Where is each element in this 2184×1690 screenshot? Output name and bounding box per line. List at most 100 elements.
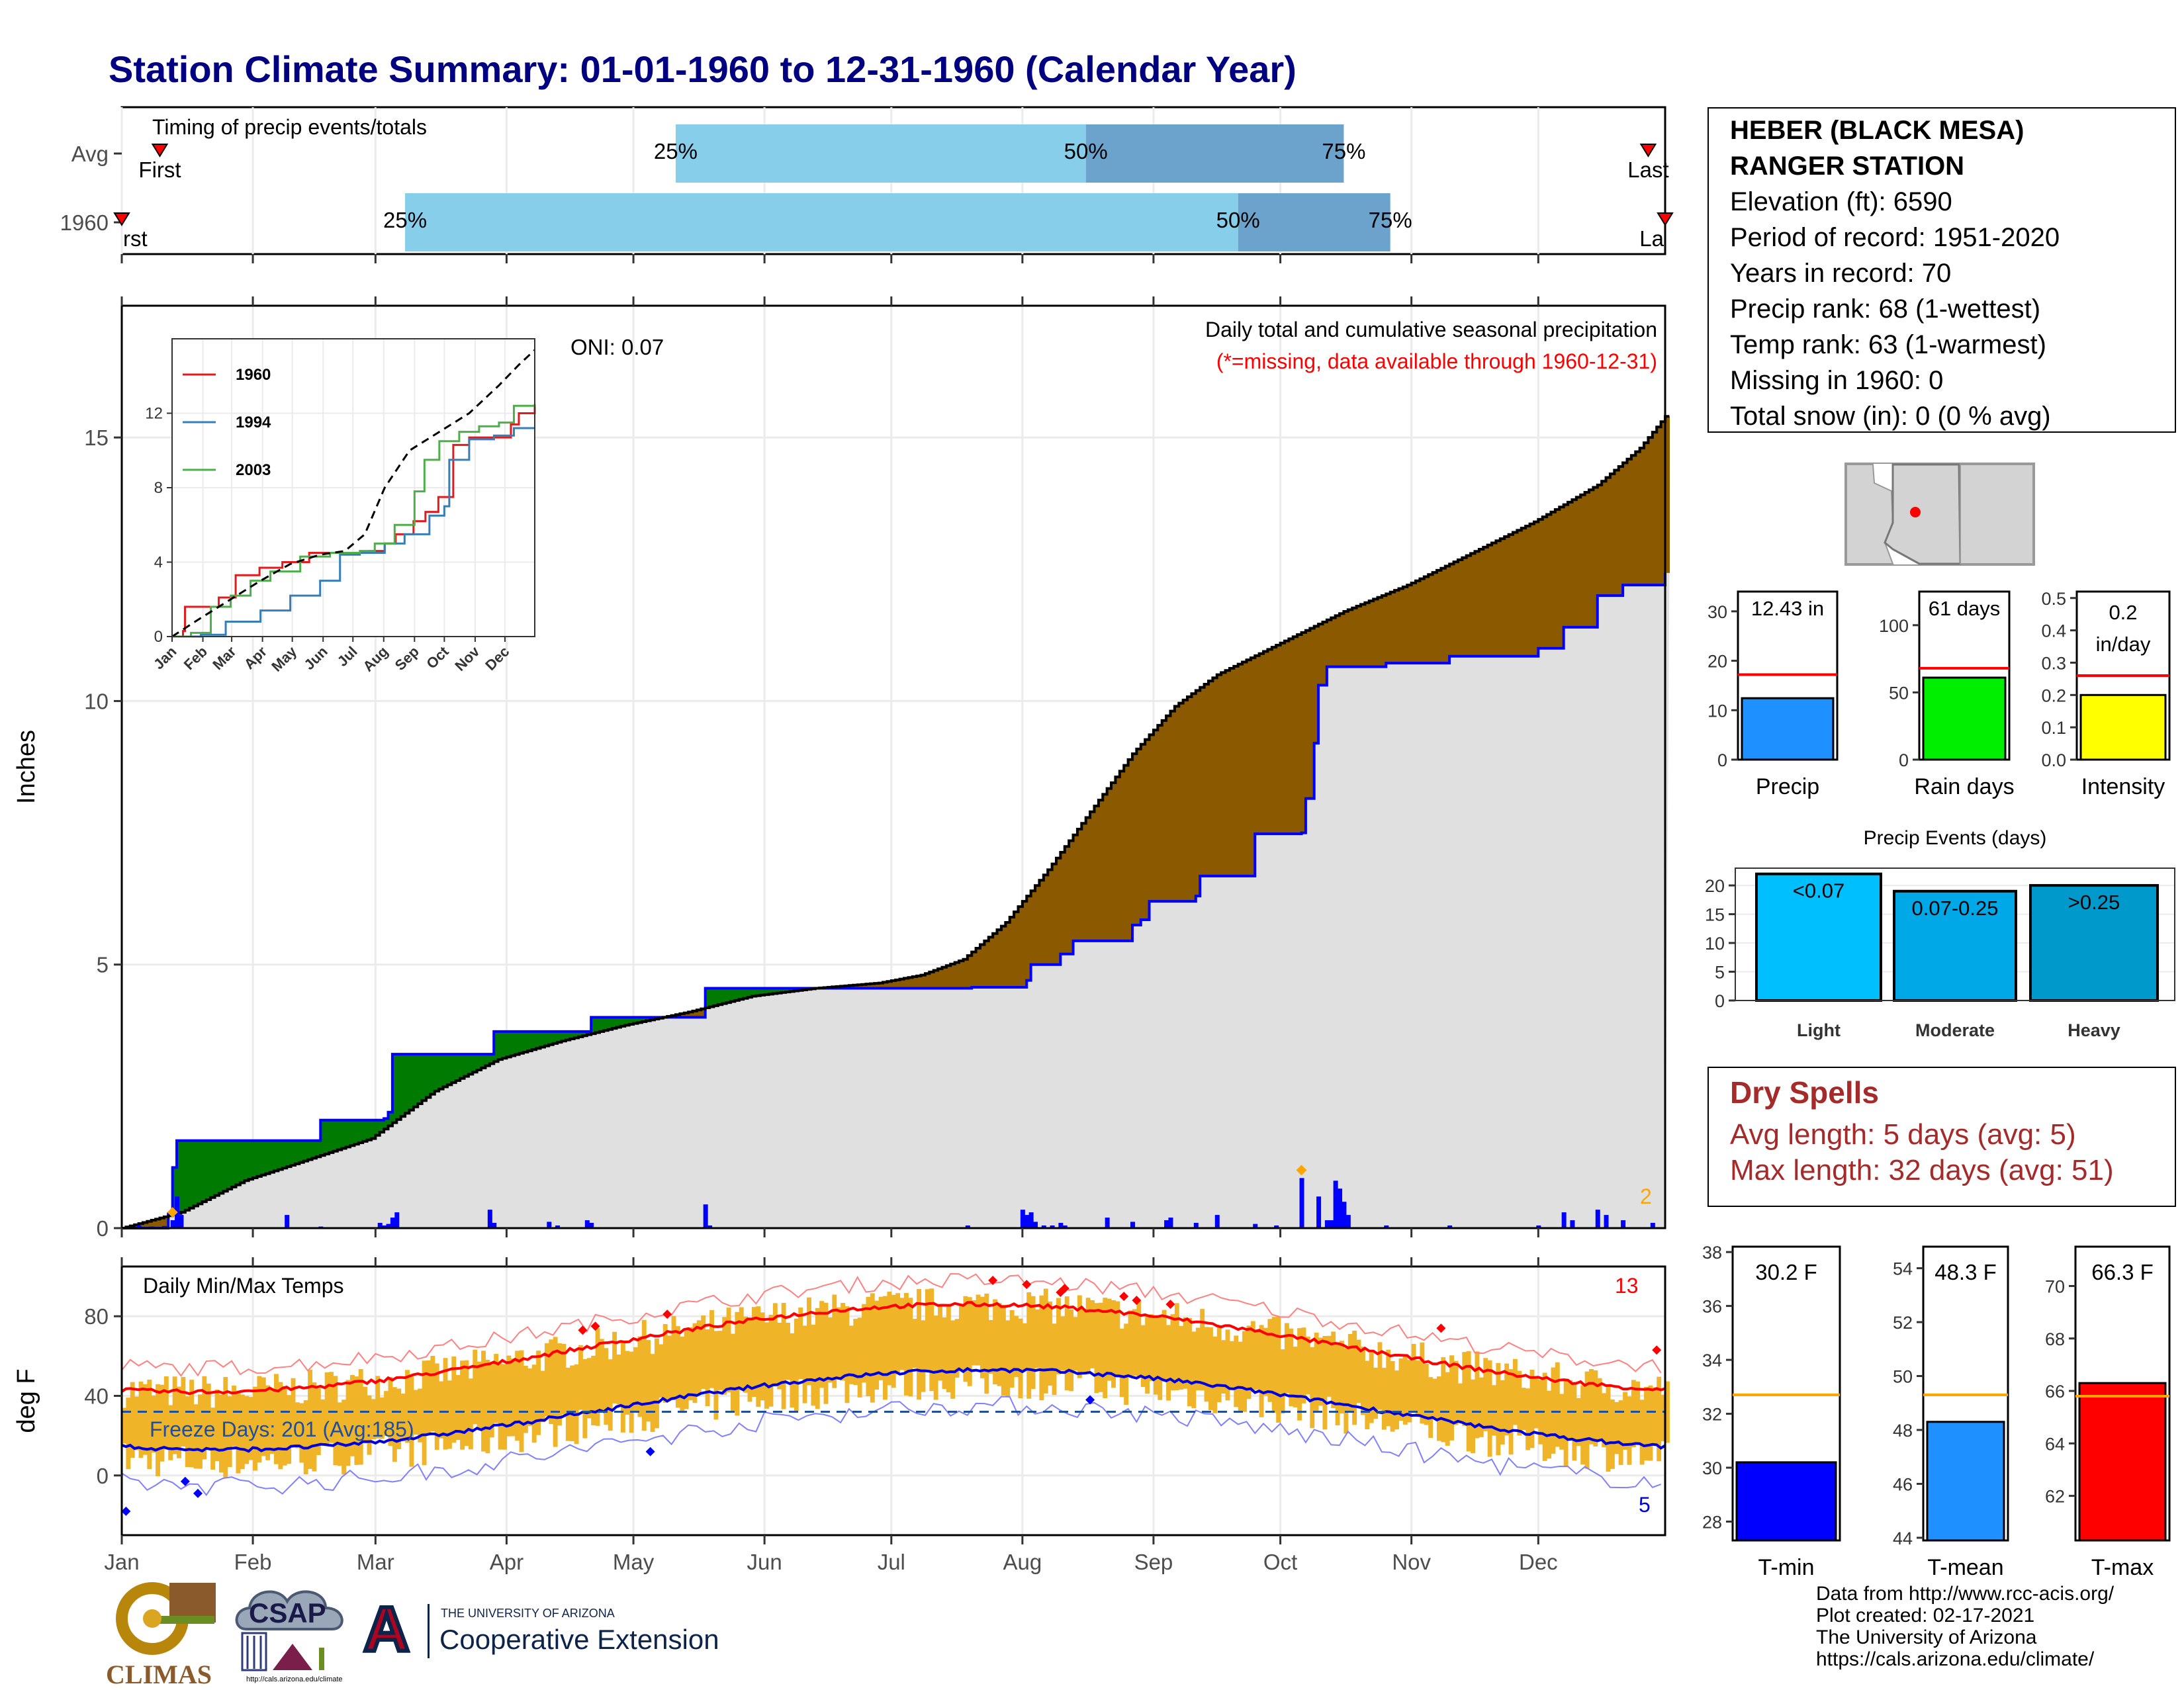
tbar-ytick-label: 70	[2045, 1276, 2065, 1296]
month-label: May	[613, 1550, 655, 1574]
daily-precip-bar	[1536, 1225, 1541, 1228]
mini-ytick-label: 0.3	[2041, 653, 2066, 673]
daily-precip-bar	[1604, 1215, 1609, 1228]
tbar-ytick-label: 62	[2045, 1487, 2065, 1507]
credit-univ: The University of Arizona	[1816, 1626, 2037, 1648]
record-high-marker	[1060, 1284, 1069, 1294]
daily-precip-bar	[1020, 1210, 1025, 1228]
daily-temp-band	[122, 1288, 1670, 1478]
station-elevation: Elevation (ft): 6590	[1730, 187, 1952, 216]
observed-cumulative-line	[122, 572, 1666, 1229]
timing-first-marker	[113, 212, 130, 226]
mini-axis-label: Intensity	[2081, 774, 2165, 799]
daily-precip-bar	[1333, 1180, 1338, 1228]
tbar-ytick-label: 34	[1702, 1351, 1722, 1370]
oni-label: ONI: 0.07	[570, 335, 664, 359]
month-label: Aug	[1003, 1550, 1042, 1574]
events-range-label: <0.07	[1793, 879, 1844, 903]
record-max-line	[121, 1272, 1662, 1377]
timing-pct-75: 75%	[1369, 208, 1412, 232]
daily-precip-bar	[1058, 1223, 1064, 1228]
dry-spells-max: Max length: 32 days (avg: 51)	[1730, 1154, 2114, 1186]
mini-bar-panels: 0 10 20 30 12.43 in Precip 0 50 100 61 days Rain d…	[1707, 589, 2171, 799]
timing-first-marker	[151, 144, 169, 157]
record-high-marker	[1652, 1345, 1662, 1355]
timing-pct-25: 25%	[654, 139, 698, 163]
month-label: Jan	[104, 1550, 139, 1574]
tbar-ytick-label: 66	[2045, 1382, 2065, 1401]
tbar-ytick-label: 52	[1893, 1313, 1913, 1333]
record-high-marker	[1132, 1296, 1142, 1306]
record-low-marker	[193, 1488, 203, 1498]
timing-last-label: Last	[1627, 157, 1668, 182]
inset-legend-label: 2003	[236, 461, 271, 479]
freeze-label: Freeze Days: 201 (Avg:185)	[150, 1417, 414, 1441]
record-high-marker	[578, 1325, 588, 1335]
temp-bar-panels: 28 30 32 34 36 38 30.2 F T-min 44 46 48 50 52 54 48.3 …	[1702, 1243, 2171, 1580]
events-ytick-label: 15	[1705, 905, 1725, 925]
events-range-label: >0.25	[2068, 891, 2120, 914]
missing-data-marker	[167, 1207, 178, 1218]
timing-row-label: 1960	[60, 210, 109, 235]
station-years: Years in record: 70	[1730, 259, 1952, 288]
station-period: Period of record: 1951-2020	[1730, 223, 2060, 252]
inset-series-2003	[172, 404, 536, 638]
mini-axis-label: Rain days	[1914, 774, 2014, 799]
daily-precip-bar	[1033, 1222, 1038, 1228]
record-high-marker	[988, 1276, 998, 1286]
timing-panel: Avg 25% 50% 75% First Last 1960 25% 50% 75% rst La	[60, 106, 1674, 263]
observed-cumulative-area	[122, 572, 1670, 1228]
location-map	[1844, 463, 2035, 566]
tbar-value-label: 30.2 F	[1755, 1260, 1817, 1284]
record-high-count: 13	[1615, 1274, 1639, 1298]
daily-precip-bar	[1621, 1220, 1626, 1228]
tbar-ytick-label: 54	[1893, 1259, 1913, 1279]
temp-chart-label: Daily Min/Max Temps	[143, 1274, 344, 1298]
tbar-ytick-label: 36	[1702, 1297, 1722, 1317]
daily-precip-bar	[1299, 1178, 1304, 1228]
mini-ytick-label: 0.0	[2041, 750, 2066, 770]
events-title: Precip Events (days)	[1864, 827, 2047, 849]
mini-ytick-label: 30	[1707, 602, 1727, 622]
station-location-marker	[1910, 507, 1921, 517]
climas-logo: CLIMAS	[106, 1579, 222, 1689]
tbar-value-label: 66.3 F	[2091, 1260, 2154, 1284]
inset-legend-label: 1994	[236, 414, 271, 431]
timing-bar-25-50	[405, 193, 1238, 251]
precip-ytick-label: 5	[97, 953, 109, 977]
timing-row-label: Avg	[71, 142, 109, 166]
daily-precip-bar	[1329, 1220, 1334, 1228]
tbar-ytick-label: 46	[1893, 1474, 1913, 1494]
mini-ytick-label: 0.4	[2041, 621, 2066, 641]
tbar-ytick-label: 32	[1702, 1405, 1722, 1425]
record-high-marker	[590, 1321, 600, 1331]
daily-precip-bar	[1050, 1225, 1055, 1228]
timing-pct-50: 50%	[1216, 208, 1260, 232]
credit-data: Data from http://www.rcc-acis.org/	[1816, 1583, 2115, 1605]
timing-last-label-clipped: La	[1639, 226, 1664, 251]
daily-precip-bar	[1345, 1215, 1351, 1228]
precip-ytick-label: 15	[84, 425, 109, 450]
csap-logo-text: CSAP	[249, 1597, 326, 1628]
timing-bar-50-75	[1238, 193, 1390, 251]
timing-first-label-clipped: rst	[123, 226, 148, 251]
page-title: Station Climate Summary: 01-01-1960 to 1…	[109, 48, 1297, 90]
timing-pct-50: 50%	[1064, 139, 1108, 163]
daily-precip-bar	[492, 1223, 497, 1228]
daily-precip-bar	[584, 1220, 590, 1228]
events-frame	[1735, 867, 2175, 1001]
temp-frame	[120, 1265, 1666, 1536]
daily-precip-bar	[1274, 1225, 1279, 1228]
daily-precip-bar	[1028, 1212, 1034, 1228]
timing-pct-75: 75%	[1322, 139, 1365, 163]
daily-precip-bar	[1338, 1188, 1343, 1228]
climas-logo-text: CLIMAS	[106, 1660, 212, 1689]
tbar-ytick-label: 30	[1702, 1458, 1722, 1478]
inset-ytick-label: 4	[154, 554, 163, 572]
month-label: Oct	[1263, 1550, 1297, 1574]
mini-ytick-label: 20	[1707, 652, 1727, 672]
daily-precip-bar	[965, 1225, 970, 1228]
tbar-ytick-label: 48	[1893, 1421, 1913, 1441]
mini-ytick-label: 100	[1879, 616, 1909, 636]
